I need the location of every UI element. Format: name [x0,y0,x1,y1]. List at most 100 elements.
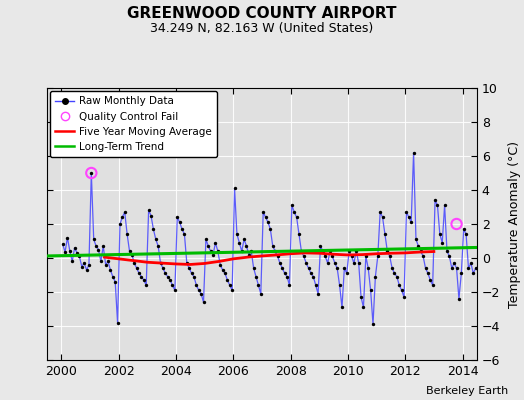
Point [450,260,458,266]
Legend: Raw Monthly Data, Quality Control Fail, Five Year Moving Average, Long-Term Tren: Raw Monthly Data, Quality Control Fail, … [50,91,217,157]
Point [219,267,227,273]
Point [225,282,234,288]
Point [438,240,446,246]
Point [245,251,253,258]
Point [171,287,179,294]
Point [216,262,224,268]
Point [259,209,267,215]
Point [264,219,272,226]
Point [402,209,411,215]
Point [92,243,100,249]
Point [467,260,475,266]
Point [135,270,143,276]
Point [314,290,322,297]
Point [237,248,246,254]
Point [331,260,339,266]
Point [199,299,208,306]
Point [202,236,210,242]
Point [311,282,320,288]
Point [188,270,196,276]
Point [338,304,346,310]
Point [161,270,170,276]
Point [340,265,348,271]
Point [405,214,413,220]
Point [82,267,91,273]
Point [274,253,282,260]
Point [271,248,279,254]
Point [398,287,406,294]
Point [59,241,67,248]
Point [366,287,375,294]
Point [443,248,451,254]
Point [254,282,263,288]
Point [190,274,198,280]
Point [350,260,358,266]
Point [302,260,310,266]
Point [390,270,399,276]
Point [133,265,141,271]
Point [121,209,129,215]
Point [280,270,289,276]
Point [142,282,150,288]
Point [421,265,430,271]
Point [326,248,334,254]
Point [455,296,463,302]
Point [249,265,258,271]
Point [359,304,368,310]
Point [328,253,336,260]
Point [211,240,220,246]
Point [97,258,105,265]
Point [63,234,72,241]
Point [163,274,172,280]
Point [441,202,449,208]
Point [400,294,408,300]
Point [333,265,341,271]
Point [283,274,291,280]
Point [159,265,167,271]
Point [149,226,158,232]
Point [111,278,119,285]
Point [228,287,236,294]
Point [288,202,296,208]
Point [445,253,454,260]
Point [231,185,239,192]
Point [464,265,473,271]
Point [87,170,95,176]
Point [452,265,461,271]
Point [168,282,177,288]
Point [335,282,344,288]
Point [233,231,241,237]
Point [185,265,193,271]
Point [412,236,420,242]
Point [209,251,217,258]
Point [417,248,425,254]
Point [147,212,155,219]
Point [61,249,69,255]
Point [206,248,215,254]
Point [268,243,277,249]
Point [381,231,389,237]
Point [214,248,222,254]
Point [116,221,124,227]
Point [392,274,401,280]
Point [472,265,480,271]
Point [261,214,270,220]
Point [176,219,184,226]
Point [166,277,174,283]
Point [156,260,165,266]
Point [321,253,330,260]
Point [80,260,89,266]
Point [178,226,186,232]
Point [424,270,432,276]
Point [347,253,356,260]
Point [426,277,434,283]
Point [240,236,248,242]
Point [319,248,327,254]
Point [106,267,115,273]
Point [297,248,305,254]
Point [223,277,232,283]
Point [139,277,148,283]
Point [376,209,384,215]
Point [75,253,83,260]
Point [252,274,260,280]
